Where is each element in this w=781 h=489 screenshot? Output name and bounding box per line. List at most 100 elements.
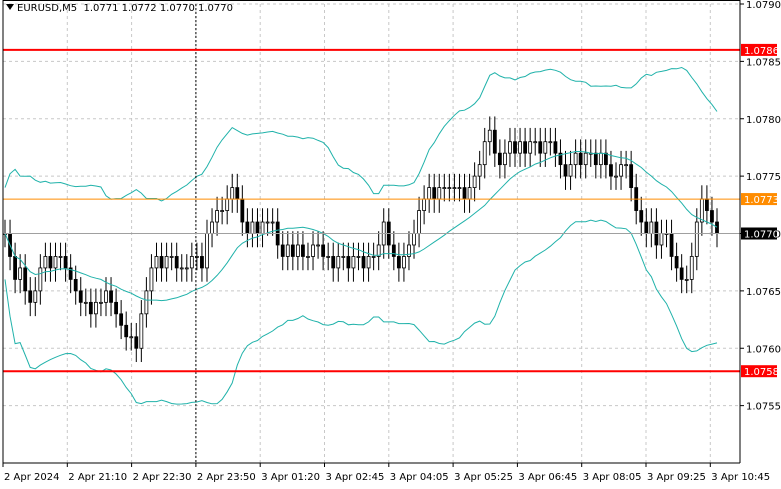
candle-body [563,164,568,177]
candle-body [240,198,245,223]
candle-body [331,256,336,269]
candle-body [58,256,63,258]
candle-body [462,187,467,200]
candle-body [644,221,649,234]
candle-body [250,221,255,234]
candle-body [119,313,124,326]
price-tick-label: 1.0765 [746,287,781,298]
level-label-1.0786: 1.0786 [744,46,779,57]
candle-body [523,141,528,154]
candle-body [629,164,634,188]
candle-body [316,244,320,247]
collapse-arrow-icon[interactable] [6,4,14,10]
candle-body [341,256,346,258]
candle-body [260,221,265,234]
candle-body [467,187,472,200]
price-tick-label: 1.0755 [746,402,781,413]
candle-body [104,290,108,303]
candle-body [619,164,623,177]
time-tick-label: 3 Apr 06:45 [518,472,577,483]
candle-body [220,210,225,212]
candle-body [38,267,43,292]
candle-body [573,152,578,166]
time-tick-label: 2 Apr 23:50 [197,472,256,483]
candle-body [533,141,538,144]
candle-body [23,267,28,292]
candle-body [139,313,144,349]
time-tick-label: 3 Apr 01:20 [261,472,320,483]
candle-body [402,256,406,269]
candle-body [497,152,502,166]
candle-body [43,256,48,269]
candle-body [715,221,719,234]
time-tick-label: 3 Apr 09:25 [647,472,706,483]
lower-band-line [4,219,718,405]
candle-body [255,221,260,234]
candle-body [568,164,573,177]
candle-body [78,290,83,303]
candle-body [432,187,437,200]
candle-body [508,141,512,154]
symbol-name: EURUSD,M5 [17,3,78,14]
candle-body [538,141,543,154]
candle-body [114,301,118,315]
candle-body [295,244,300,257]
candle-body [705,198,709,211]
candle-body [301,244,305,257]
price-tick-label: 1.0785 [746,57,781,68]
candle-body [492,129,497,154]
candle-body [154,256,159,269]
candle-body [593,152,598,166]
candle-body [225,198,230,211]
candle-body [68,267,73,280]
candle-body [583,152,588,166]
candle-body [457,187,462,190]
candle-body [280,244,285,257]
candle-body [553,141,558,154]
candle-body [73,278,78,292]
candle-body [614,175,618,178]
candle-body [326,256,331,258]
upper-band-line [4,66,718,202]
level-label-box [741,365,777,378]
candle-body [427,187,432,200]
candle-body [674,256,679,269]
candle-body [200,256,204,269]
candle-body [265,221,270,224]
candle-body [679,267,684,280]
candle-body [396,256,401,269]
level-label-1.0770: 1.0770 [744,230,779,241]
candle-body [351,256,356,269]
candle-body [518,141,522,154]
candle-body [356,256,361,258]
time-tick-label: 2 Apr 2024 [4,472,59,483]
candle-body [694,221,699,257]
candle-body [48,256,53,269]
candle-body [215,210,219,223]
candle-body [230,187,235,200]
candle-body [477,164,482,177]
candle-body [134,336,139,349]
price-tick-label: 1.0760 [746,344,781,355]
level-label-box [741,193,777,206]
candle-body [336,256,341,269]
candle-body [361,256,366,269]
candle-body [598,152,603,166]
candle-body [659,233,664,246]
candle-body [437,187,442,200]
time-tick-label: 3 Apr 05:25 [454,472,513,483]
candle-body [624,164,629,167]
price-tick-label: 1.0775 [746,172,781,183]
candle-body [548,141,553,144]
candle-body [290,244,295,257]
candle-body [179,267,184,270]
candle-body [604,152,608,166]
candle-body [442,187,447,190]
candle-body [649,221,654,234]
price-tick-label: 1.0780 [746,115,781,126]
candle-body [558,152,563,166]
time-tick-label: 3 Apr 10:45 [711,472,770,483]
candle-body [159,256,164,269]
